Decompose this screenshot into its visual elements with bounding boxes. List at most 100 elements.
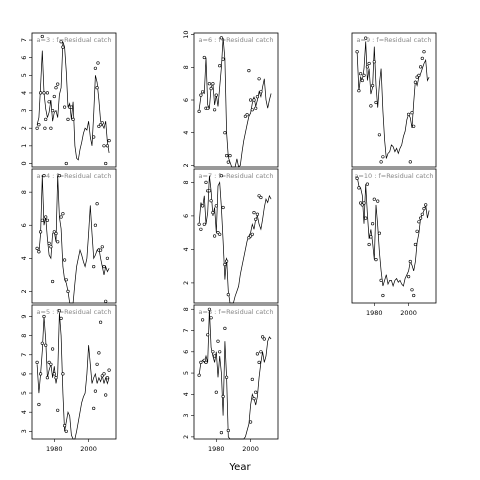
data-point bbox=[360, 203, 364, 207]
data-point bbox=[56, 82, 60, 86]
data-point bbox=[49, 126, 53, 130]
data-point bbox=[218, 64, 222, 68]
data-point bbox=[49, 362, 53, 366]
data-point bbox=[69, 105, 73, 109]
data-point bbox=[225, 375, 229, 379]
data-point bbox=[420, 212, 424, 216]
data-point bbox=[206, 333, 210, 337]
x-axis-label: Year bbox=[228, 462, 251, 473]
data-point bbox=[211, 211, 215, 215]
data-point bbox=[226, 428, 230, 433]
data-point bbox=[201, 90, 205, 94]
data-point bbox=[47, 241, 51, 245]
data-point bbox=[214, 93, 218, 97]
panel-1: a=3 : f=Residual catch 0 1 2 3 4 5 6 7 bbox=[20, 32, 117, 168]
data-point bbox=[250, 108, 254, 112]
y-tick-label: 10 bbox=[182, 30, 190, 38]
y-tick-label: 2 bbox=[182, 281, 190, 285]
data-point bbox=[209, 316, 213, 320]
data-point bbox=[362, 73, 366, 77]
x-tick-label: 2000 bbox=[400, 309, 417, 317]
y-tick-label: 4 bbox=[182, 131, 190, 135]
panel-title: a=3 : f=Residual catch bbox=[37, 36, 112, 44]
data-point bbox=[254, 390, 258, 394]
data-point bbox=[225, 259, 229, 263]
data-point bbox=[207, 189, 211, 193]
data-point bbox=[206, 106, 210, 110]
data-point bbox=[197, 373, 201, 377]
data-point bbox=[422, 207, 426, 211]
data-point bbox=[219, 174, 223, 178]
data-point bbox=[219, 431, 223, 435]
data-point bbox=[259, 350, 263, 354]
fit-line bbox=[36, 175, 110, 304]
data-point bbox=[412, 293, 416, 298]
data-point bbox=[100, 121, 104, 125]
data-point bbox=[50, 108, 55, 113]
data-point bbox=[359, 72, 363, 76]
panel-frame bbox=[351, 168, 437, 304]
data-point bbox=[61, 212, 65, 216]
data-point bbox=[211, 82, 215, 86]
data-point bbox=[225, 154, 229, 158]
data-point bbox=[223, 326, 227, 331]
y-tick-label: 7 bbox=[182, 328, 190, 332]
data-point bbox=[262, 337, 266, 341]
data-point bbox=[250, 377, 254, 382]
data-point bbox=[102, 265, 106, 269]
data-point bbox=[362, 201, 366, 205]
data-point bbox=[35, 246, 39, 250]
data-point bbox=[355, 176, 359, 180]
data-point bbox=[64, 161, 68, 166]
data-point bbox=[92, 406, 96, 411]
panel-6: a=10 : f=Residual catch 1980 2000 bbox=[351, 168, 437, 317]
data-point bbox=[377, 133, 382, 137]
data-point bbox=[93, 66, 97, 70]
data-point bbox=[252, 211, 256, 215]
data-point bbox=[255, 95, 260, 99]
data-point bbox=[56, 408, 60, 412]
y-tick-label: 1 bbox=[20, 144, 28, 148]
y-tick-label: 3 bbox=[182, 414, 190, 418]
y-tick-label: 6 bbox=[182, 98, 190, 102]
data-point bbox=[207, 82, 211, 86]
y-tick-label: 6 bbox=[20, 223, 28, 227]
data-point bbox=[100, 374, 104, 378]
data-point bbox=[71, 117, 75, 121]
data-point bbox=[50, 279, 55, 284]
data-point bbox=[417, 73, 421, 77]
data-point bbox=[221, 57, 225, 61]
data-point bbox=[408, 160, 412, 164]
data-point bbox=[199, 360, 203, 365]
y-tick-label: 2 bbox=[182, 435, 190, 439]
data-point bbox=[376, 199, 380, 203]
data-point bbox=[249, 420, 253, 424]
panels-layer: a=3 : f=Residual catch 0 1 2 3 4 5 6 7 a=6 : f=Re… bbox=[20, 30, 437, 453]
data-point bbox=[102, 144, 106, 148]
data-point bbox=[66, 117, 70, 121]
data-point bbox=[102, 372, 106, 376]
data-point bbox=[369, 235, 373, 239]
panel-frame bbox=[193, 168, 279, 304]
y-tick-label: 3 bbox=[20, 109, 28, 113]
data-point bbox=[62, 258, 67, 262]
data-point bbox=[412, 124, 416, 128]
data-point bbox=[38, 230, 43, 234]
data-point bbox=[199, 93, 203, 97]
panel-title: a=6 : f=Residual catch bbox=[199, 36, 274, 44]
data-point bbox=[254, 217, 258, 221]
data-point bbox=[420, 56, 424, 61]
data-point bbox=[44, 117, 48, 121]
data-point bbox=[40, 218, 44, 222]
panel-8: a=8 : f=Residual catch 2 3 4 5 6 7 8 1980 2000 bbox=[182, 304, 279, 453]
panel-7: a=5 : f=Residual catch 3 4 5 6 7 8 9 1980 2000 bbox=[20, 304, 117, 453]
data-point bbox=[226, 160, 230, 164]
data-point bbox=[105, 376, 109, 380]
data-point bbox=[45, 376, 50, 380]
data-point bbox=[259, 90, 263, 94]
data-point bbox=[374, 258, 378, 262]
data-point bbox=[365, 65, 370, 69]
data-point bbox=[44, 215, 48, 219]
panel-2: a=6 : f=Residual catch 2 4 6 8 10 bbox=[182, 30, 279, 168]
